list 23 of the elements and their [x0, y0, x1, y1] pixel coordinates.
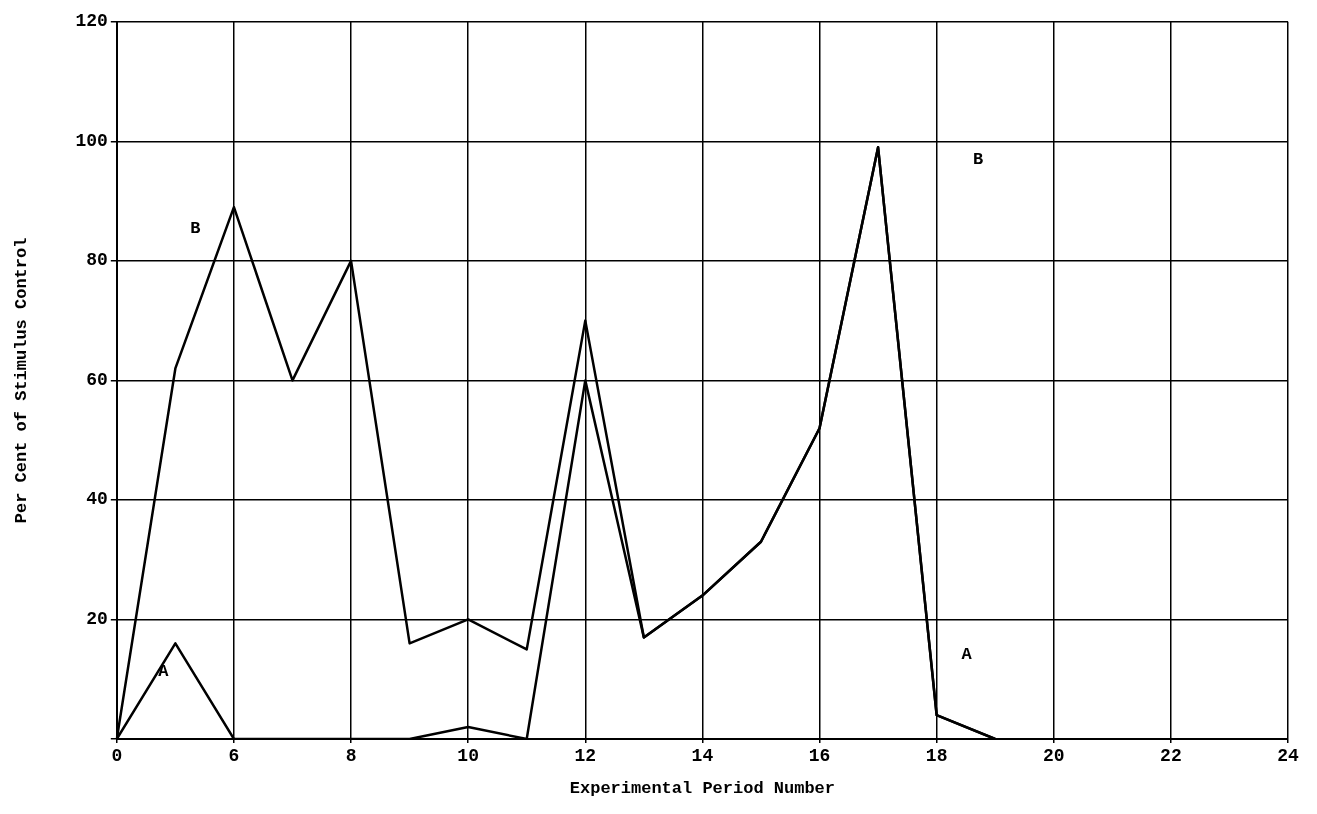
x-tick-label: 14 — [691, 746, 714, 767]
y-axis-title: Per Cent of Stimulus Control — [12, 237, 32, 524]
x-tick-label: 6 — [228, 746, 240, 767]
x-axis-title: Experimental Period Number — [569, 779, 836, 799]
x-tick-label: 8 — [345, 746, 357, 767]
x-tick-label: 16 — [808, 746, 831, 767]
y-tick-label: 120 — [75, 11, 108, 32]
x-tick-label: 12 — [574, 746, 597, 767]
y-tick-label: 40 — [86, 489, 108, 510]
x-tick-label: 0 — [111, 746, 123, 767]
series-label: B — [190, 218, 201, 238]
x-tick-label: 18 — [925, 746, 948, 767]
x-tick-label: 24 — [1277, 746, 1299, 767]
series-label: A — [158, 661, 170, 681]
text: B — [972, 149, 984, 169]
x-tick-label: 10 — [457, 746, 479, 767]
text: A — [961, 645, 972, 665]
y-tick-label: 100 — [75, 130, 108, 151]
y-tick-label: 80 — [86, 250, 108, 271]
y-tick-label: 20 — [86, 609, 108, 629]
x-tick-label: 22 — [1160, 746, 1182, 767]
y-tick-label: 60 — [86, 369, 108, 390]
x-tick-label: 20 — [1042, 746, 1065, 767]
